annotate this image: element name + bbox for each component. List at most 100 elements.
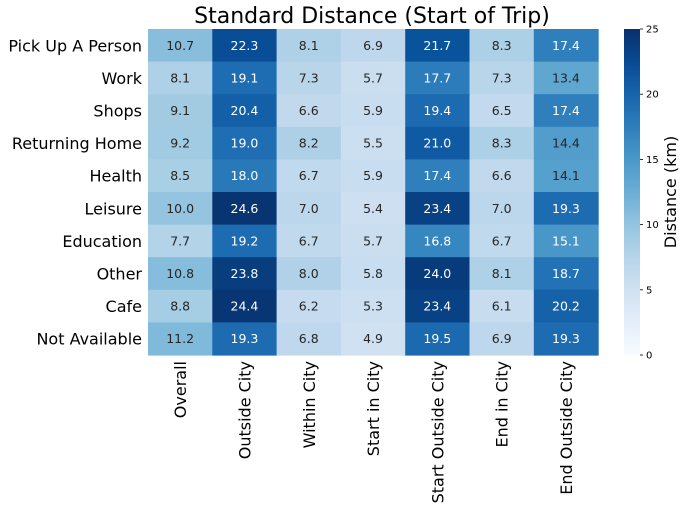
cell-value-label: 19.2	[231, 233, 259, 248]
cell-value-label: 6.8	[299, 331, 319, 346]
cell-value-label: 7.7	[170, 233, 190, 248]
cell-value-label: 8.2	[299, 136, 319, 151]
heatmap-cell	[340, 61, 406, 95]
cell-value-label: 8.3	[492, 38, 512, 53]
cell-value-label: 13.4	[552, 70, 580, 85]
cell-value-label: 6.7	[299, 233, 319, 248]
heatmap-cell	[405, 29, 471, 63]
heatmap-cell	[212, 126, 278, 160]
heatmap-cell	[276, 322, 342, 356]
heatmap-cell	[276, 29, 342, 63]
cell-value-label: 19.0	[231, 136, 259, 151]
chart-title: Standard Distance (Start of Trip)	[194, 4, 550, 29]
heatmap-cell	[340, 224, 406, 258]
cell-value-label: 7.3	[492, 70, 512, 85]
cell-value-label: 14.1	[552, 168, 580, 183]
row-label: Education	[62, 232, 142, 251]
heatmap-cell	[469, 29, 535, 63]
heatmap-cell	[340, 159, 406, 193]
colorbar-gradient	[624, 29, 640, 355]
heatmap-cell	[469, 159, 535, 193]
cell-value-label: 23.4	[423, 201, 451, 216]
colorbar-label: Distance (km)	[661, 136, 680, 248]
cell-value-label: 6.2	[299, 299, 319, 314]
cell-value-label: 5.7	[363, 70, 383, 85]
cell-value-label: 10.0	[166, 201, 194, 216]
heatmap-cell	[340, 257, 406, 291]
cell-value-label: 17.4	[423, 168, 451, 183]
cell-value-label: 22.3	[231, 38, 259, 53]
colorbar-tick-label: 20	[646, 90, 659, 101]
heatmap-cell	[276, 257, 342, 291]
heatmap-cell	[469, 322, 535, 356]
cell-value-label: 7.0	[492, 201, 512, 216]
cell-value-label: 5.7	[363, 233, 383, 248]
cell-value-label: 23.8	[231, 266, 259, 281]
cell-value-label: 19.3	[231, 331, 259, 346]
cell-value-label: 8.1	[299, 38, 319, 53]
cell-value-label: 8.0	[299, 266, 319, 281]
heatmap-cell	[340, 126, 406, 160]
cell-value-label: 15.1	[552, 233, 580, 248]
row-label: Leisure	[85, 199, 142, 218]
cell-value-label: 9.2	[170, 136, 190, 151]
column-label: End Outside City	[557, 361, 576, 495]
row-label: Cafe	[106, 297, 142, 316]
cell-value-label: 19.3	[552, 331, 580, 346]
heatmap-cell	[148, 224, 213, 258]
cell-value-label: 7.3	[299, 70, 319, 85]
heatmap-cell	[148, 29, 213, 63]
cell-value-label: 6.1	[492, 299, 512, 314]
column-label: Within City	[300, 361, 319, 448]
cell-value-label: 6.6	[299, 103, 319, 118]
heatmap-cell	[276, 61, 342, 95]
heatmap-cell	[533, 94, 599, 128]
colorbar-ticks: 0 5 10 15 20 25	[640, 25, 659, 362]
cell-value-label: 17.4	[552, 103, 580, 118]
heatmap-cell	[276, 289, 342, 323]
cell-value-label: 19.1	[231, 70, 259, 85]
cell-value-label: 6.7	[492, 233, 512, 248]
heatmap-cell	[276, 94, 342, 128]
heatmap-cell	[340, 29, 406, 63]
cell-value-label: 20.2	[552, 299, 580, 314]
heatmap-cell	[148, 192, 213, 226]
cell-value-label: 5.5	[363, 136, 383, 151]
heatmap-cell	[212, 224, 278, 258]
heatmap-cell	[533, 257, 599, 291]
cell-value-label: 24.4	[231, 299, 259, 314]
cell-value-label: 17.4	[552, 38, 580, 53]
heatmap-cell	[212, 322, 278, 356]
cell-value-label: 18.0	[231, 168, 259, 183]
cell-value-label: 11.2	[166, 331, 194, 346]
cell-value-label: 5.9	[363, 168, 383, 183]
heatmap-cell	[533, 192, 599, 226]
heatmap-cell	[212, 94, 278, 128]
heatmap-cell	[148, 289, 213, 323]
heatmap-cell	[276, 126, 342, 160]
cell-value-label: 23.4	[423, 299, 451, 314]
heatmap-cell	[340, 94, 406, 128]
cell-value-label: 16.8	[423, 233, 451, 248]
cell-value-label: 20.4	[231, 103, 259, 118]
heatmap-cell	[533, 159, 599, 193]
row-label: Returning Home	[12, 134, 142, 153]
cell-value-label: 6.9	[363, 38, 383, 53]
column-label: Start Outside City	[428, 361, 447, 503]
heatmap-cell	[212, 192, 278, 226]
cell-value-label: 5.9	[363, 103, 383, 118]
cell-value-label: 9.1	[170, 103, 190, 118]
colorbar-tick-label: 5	[646, 285, 652, 296]
cell-value-label: 10.7	[166, 38, 194, 53]
heatmap-cell	[469, 257, 535, 291]
cell-value-label: 4.9	[363, 331, 383, 346]
cell-value-label: 21.0	[423, 136, 451, 151]
cell-value-label: 14.4	[552, 136, 580, 151]
heatmap-cell	[405, 257, 471, 291]
heatmap-cell	[148, 322, 213, 356]
column-label: Start in City	[364, 361, 383, 456]
heatmap-cell	[212, 159, 278, 193]
cell-value-label: 19.4	[423, 103, 451, 118]
cell-value-label: 6.5	[492, 103, 512, 118]
